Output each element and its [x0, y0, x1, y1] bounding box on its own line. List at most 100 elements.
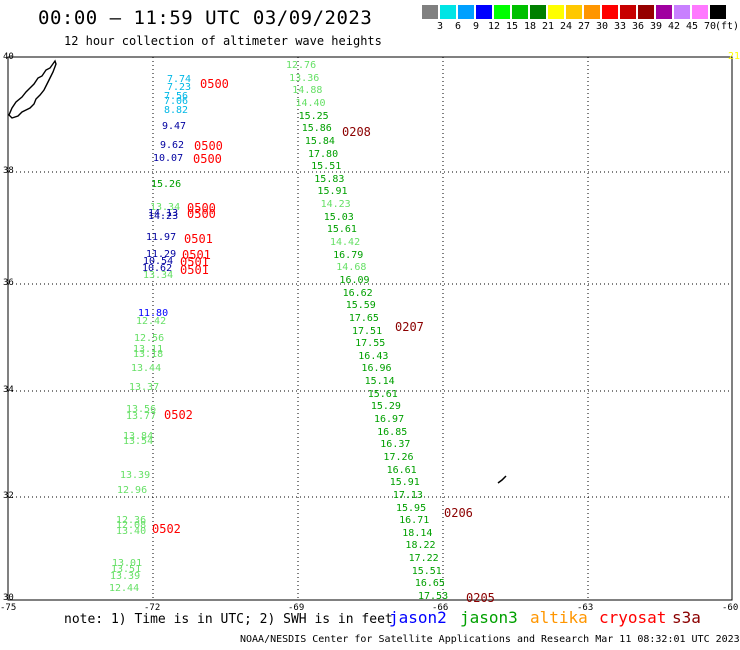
wave-height-value: 16.65: [414, 578, 445, 590]
colorbar-swatch: [638, 5, 654, 19]
wave-height-value: 15.51: [311, 161, 342, 173]
wave-height-value: 16.97: [374, 414, 405, 425]
wave-height-value: 13.34: [143, 270, 174, 281]
time-label: 0206: [444, 506, 473, 520]
longitude-tick-label: -75: [0, 603, 17, 613]
wave-height-value: 18.22: [405, 540, 436, 552]
wave-height-value: 12.56: [134, 333, 165, 344]
wave-height-value: 16.37: [380, 439, 411, 451]
wave-height-value: 11.29: [146, 249, 177, 260]
wave-height-value: 13.39: [110, 571, 141, 582]
wave-height-value: 16.09: [339, 274, 370, 286]
colorbar-tick-label: 33: [613, 21, 627, 32]
grid-lines: [8, 57, 732, 600]
wave-height-value: 11.80: [138, 308, 169, 319]
time-label: 0502: [164, 408, 193, 422]
longitude-tick-label: -63: [577, 603, 594, 613]
time-label: 0501: [180, 255, 209, 269]
wave-height-value: 16.62: [342, 287, 373, 299]
wave-height-value: 13.01: [112, 558, 143, 569]
wave-height-value: 13.54: [123, 436, 154, 447]
wave-height-value: 14.23: [148, 211, 179, 222]
longitude-tick-label: -72: [144, 603, 161, 613]
plot-frame: [7, 56, 733, 601]
wave-height-value: 15.59: [345, 300, 376, 312]
wave-height-value: 14.68: [336, 262, 367, 274]
time-label: 0205: [466, 591, 495, 605]
colorbar-swatch: [494, 5, 510, 19]
wave-height-value: 15.84: [304, 135, 335, 147]
wave-height-value: 13.40: [116, 526, 147, 537]
wave-height-value: 9.62: [160, 140, 185, 151]
wave-height-value: 16.71: [399, 515, 430, 527]
wave-height-value: 9.47: [162, 121, 187, 132]
time-label: 0501: [184, 232, 213, 246]
legend-entry-jason2: jason2: [389, 608, 447, 627]
wave-height-value: 15.29: [370, 401, 401, 413]
wave-height-value: 12.36: [116, 515, 147, 526]
colorbar-swatch: [674, 5, 690, 19]
legend-entry-jason3: jason3: [460, 608, 518, 627]
colorbar-swatch: [602, 5, 618, 19]
wave-height-value: 16.85: [377, 426, 408, 438]
wave-height-value: 15.61: [367, 388, 398, 400]
time-label: 0500: [200, 77, 229, 91]
wave-height-value: 13.84: [123, 431, 154, 442]
colorbar-tick-label: 6: [454, 21, 462, 32]
longitude-tick-label: -60: [722, 603, 739, 613]
latitude-tick-label: 40: [3, 52, 14, 62]
wave-height-value: 17.55: [355, 338, 386, 350]
colorbar-tick-label: 18: [523, 21, 537, 32]
wave-height-value: 15.03: [323, 211, 354, 223]
wave-height-value: 14.42: [330, 237, 361, 248]
wave-height-value: 15.95: [396, 502, 427, 514]
colorbar-tick-label: 21: [541, 21, 555, 32]
wave-height-value: 12.96: [117, 485, 148, 496]
colorbar-tick-label: 42: [667, 21, 681, 32]
time-label: 0502: [152, 522, 181, 536]
wave-height-value: 7.56: [164, 91, 189, 102]
wave-height-value: 16.96: [361, 363, 392, 375]
wave-height-value: 16.43: [358, 350, 389, 362]
colorbar-tick-label: 15: [505, 21, 519, 32]
wave-height-value: 7.74: [167, 74, 192, 85]
wave-height-value: 15.86: [301, 123, 332, 135]
latitude-tick-label: 38: [3, 166, 14, 176]
wave-height-value: 17.65: [348, 312, 379, 324]
wave-height-value: 17.13: [392, 489, 423, 501]
map-subtitle: 12 hour collection of altimeter wave hei…: [64, 34, 382, 48]
wave-height-value: 15.91: [317, 186, 348, 198]
wave-height-value: 13.37: [129, 382, 160, 393]
wave-height-value: 13.34: [150, 202, 181, 213]
colorbar-swatch: [512, 5, 528, 19]
colorbar-swatch: [440, 5, 456, 19]
colorbar-swatch: [422, 5, 438, 19]
time-label: 0500: [194, 139, 223, 153]
wave-height-value: 15.25: [298, 110, 329, 122]
colorbar-tick-label: 39: [649, 21, 663, 32]
time-label: 0500: [193, 152, 222, 166]
wave-height-value: 13.18: [133, 349, 164, 360]
wave-height-value: 17.80: [308, 148, 339, 160]
wave-height-value: 12.44: [109, 583, 140, 594]
edge-value-label: 21: [728, 51, 740, 62]
wave-height-value: 13.11: [133, 344, 164, 355]
wave-height-value: 17.53: [418, 591, 449, 602]
wave-height-value: 13.51: [111, 564, 142, 575]
wave-height-value: 13.56: [126, 404, 157, 415]
colorbar-tick-label: 70: [703, 21, 717, 32]
wave-height-value: 7.06: [164, 96, 189, 107]
longitude-tick-label: -69: [288, 603, 305, 613]
colorbar-swatch: [584, 5, 600, 19]
wave-height-value: 13.36: [289, 72, 320, 84]
longitude-tick-label: -66: [432, 603, 449, 613]
coastline-long-island: [8, 59, 57, 119]
colorbar-swatch: [458, 5, 474, 19]
credits-footer: NOAA/NESDIS Center for Satellite Applica…: [240, 634, 740, 645]
colorbar-swatch: [710, 5, 726, 19]
wave-height-value: 7.23: [167, 82, 192, 93]
wave-height-value: 15.83: [314, 173, 345, 185]
colorbar-swatch: [566, 5, 582, 19]
wave-height-value: 15.14: [364, 376, 395, 388]
wave-height-value: 15.61: [326, 224, 357, 236]
